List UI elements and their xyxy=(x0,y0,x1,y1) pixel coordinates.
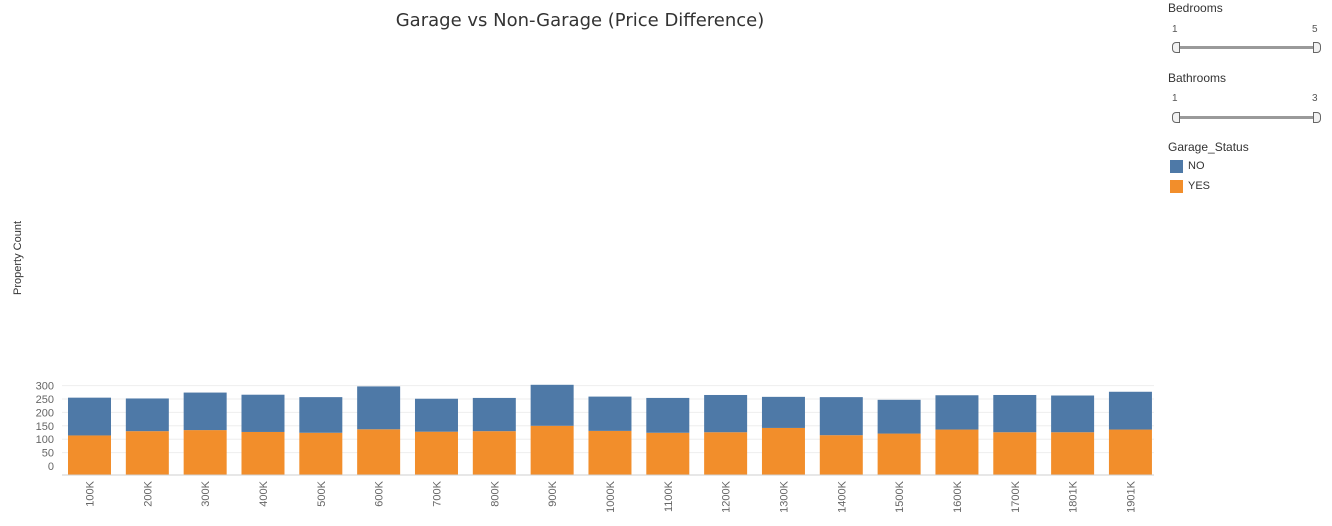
bar-yes-1600K[interactable] xyxy=(935,429,979,475)
x-tick-label: 1801K xyxy=(1068,480,1080,512)
bar-yes-1300K[interactable] xyxy=(761,427,805,475)
bar-no-1500K[interactable] xyxy=(877,399,921,434)
bar-yes-700K[interactable] xyxy=(414,431,458,475)
bar-yes-500K[interactable] xyxy=(299,432,343,475)
bar-yes-100K[interactable] xyxy=(68,435,111,475)
x-tick-label: 300K xyxy=(200,480,212,506)
bar-no-1901K[interactable] xyxy=(1108,391,1152,430)
bathrooms-min-label: 1 xyxy=(1172,93,1178,104)
bar-yes-200K[interactable] xyxy=(125,431,169,475)
bar-no-300K[interactable] xyxy=(183,392,227,431)
bar-yes-400K[interactable] xyxy=(241,431,285,475)
stacked-bar-chart: Garage vs Non-Garage (Price Difference) … xyxy=(12,10,1154,513)
bar-yes-300K[interactable] xyxy=(183,430,227,475)
bar-yes-600K[interactable] xyxy=(357,429,401,475)
x-tick-label: 1100K xyxy=(663,480,675,512)
bedrooms-filter-title: Bedrooms xyxy=(1168,1,1223,15)
legend-label-yes: YES xyxy=(1188,180,1211,192)
x-tick-label: 1500K xyxy=(894,480,906,512)
bar-no-900K[interactable] xyxy=(530,384,574,426)
bedrooms-slider-track[interactable] xyxy=(1174,46,1318,49)
bedrooms-max-label: 5 xyxy=(1312,24,1318,35)
bar-yes-1400K[interactable] xyxy=(819,435,863,475)
x-tick-label: 600K xyxy=(374,480,386,506)
bathrooms-slider-track[interactable] xyxy=(1174,116,1318,119)
bar-no-100K[interactable] xyxy=(68,397,111,436)
bar-no-700K[interactable] xyxy=(414,398,458,432)
y-tick-label: 150 xyxy=(36,421,54,433)
x-tick-label: 1600K xyxy=(952,480,964,512)
x-tick-label: 400K xyxy=(258,480,270,506)
bar-no-500K[interactable] xyxy=(299,397,343,433)
x-tick-label: 100K xyxy=(85,480,97,506)
bar-no-1400K[interactable] xyxy=(819,397,863,436)
bedrooms-min-label: 1 xyxy=(1172,24,1178,35)
bedrooms-max-handle[interactable] xyxy=(1313,42,1321,53)
bar-no-600K[interactable] xyxy=(357,386,401,430)
bathrooms-filter-title: Bathrooms xyxy=(1168,71,1227,85)
bar-yes-1200K[interactable] xyxy=(704,432,748,475)
x-axis-ticks: 100K 200K 300K 400K 500K 600K 700K 800K 900K 1000… xyxy=(85,480,1138,512)
legend-swatch-no xyxy=(1170,159,1183,173)
x-tick-label: 1200K xyxy=(721,480,733,512)
bar-yes-1700K[interactable] xyxy=(993,432,1037,475)
bar-no-1700K[interactable] xyxy=(993,394,1037,433)
bar-no-200K[interactable] xyxy=(125,398,169,432)
bar-no-1000K[interactable] xyxy=(588,396,632,431)
bar-yes-1500K[interactable] xyxy=(877,433,921,475)
x-tick-label: 200K xyxy=(142,480,154,506)
bedrooms-min-handle[interactable] xyxy=(1172,42,1180,53)
y-tick-label: 100 xyxy=(36,434,54,446)
bar-no-400K[interactable] xyxy=(241,394,285,432)
bathrooms-max-label: 3 xyxy=(1312,93,1318,104)
y-tick-label: 200 xyxy=(36,407,54,419)
bathrooms-min-handle[interactable] xyxy=(1172,112,1180,123)
bar-yes-1901K[interactable] xyxy=(1108,429,1152,475)
y-axis-title: Property Count xyxy=(12,221,24,295)
bar-yes-800K[interactable] xyxy=(472,431,516,475)
x-tick-label: 1300K xyxy=(778,480,790,512)
bar-no-800K[interactable] xyxy=(472,397,516,432)
legend-item-no[interactable]: NO xyxy=(1170,159,1205,173)
bar-no-1100K[interactable] xyxy=(646,397,690,433)
y-tick-label: 50 xyxy=(42,448,54,460)
bars xyxy=(68,384,1152,475)
bar-yes-900K[interactable] xyxy=(530,425,574,475)
x-tick-label: 700K xyxy=(431,480,443,506)
y-tick-label: 300 xyxy=(36,381,54,393)
bathrooms-max-handle[interactable] xyxy=(1313,112,1321,123)
chart-title: Garage vs Non-Garage (Price Difference) xyxy=(396,10,765,31)
bar-no-1801K[interactable] xyxy=(1051,395,1095,433)
x-tick-label: 900K xyxy=(547,480,559,506)
bar-no-1300K[interactable] xyxy=(761,396,805,428)
bar-no-1200K[interactable] xyxy=(704,394,748,433)
x-tick-label: 1400K xyxy=(836,480,848,512)
x-tick-label: 1901K xyxy=(1125,480,1137,512)
bar-yes-1100K[interactable] xyxy=(646,432,690,475)
legend-title: Garage_Status xyxy=(1168,140,1249,154)
legend-label-no: NO xyxy=(1188,160,1205,172)
y-tick-label: 0 xyxy=(48,461,54,473)
x-tick-label: 1000K xyxy=(605,480,617,512)
legend-item-yes[interactable]: YES xyxy=(1170,179,1210,193)
y-tick-label: 250 xyxy=(36,394,54,406)
bar-no-1600K[interactable] xyxy=(935,395,979,430)
x-tick-label: 800K xyxy=(489,480,501,506)
x-tick-label: 1700K xyxy=(1010,480,1022,512)
bar-yes-1801K[interactable] xyxy=(1051,432,1095,475)
bar-yes-1000K[interactable] xyxy=(588,430,632,475)
legend-swatch-yes xyxy=(1170,179,1183,193)
x-tick-label: 500K xyxy=(316,480,328,506)
